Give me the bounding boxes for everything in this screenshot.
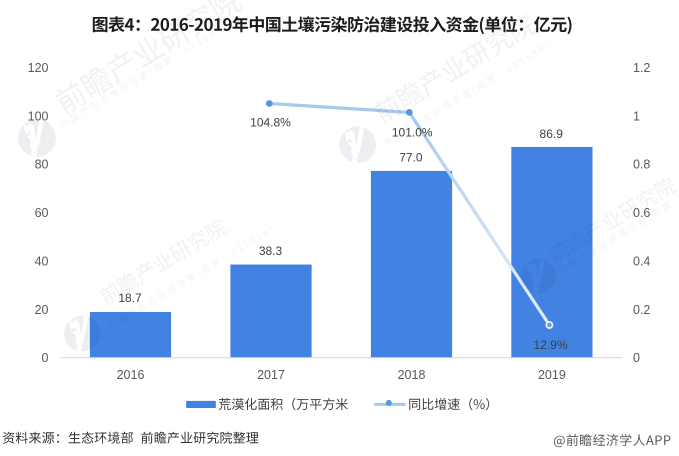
svg-text:18.7: 18.7 xyxy=(118,291,142,305)
svg-text:60: 60 xyxy=(35,206,49,220)
svg-text:80: 80 xyxy=(35,158,49,172)
svg-text:1: 1 xyxy=(633,109,640,123)
svg-text:120: 120 xyxy=(28,61,49,75)
svg-text:101.0%: 101.0% xyxy=(392,126,433,140)
svg-text:104.8%: 104.8% xyxy=(250,116,291,130)
svg-text:2019: 2019 xyxy=(538,368,566,382)
svg-text:1.2: 1.2 xyxy=(633,61,650,75)
svg-text:2016: 2016 xyxy=(117,368,145,382)
svg-text:0: 0 xyxy=(42,351,49,365)
svg-text:12.9%: 12.9% xyxy=(533,338,567,352)
svg-text:38.3: 38.3 xyxy=(259,244,283,258)
svg-text:77.0: 77.0 xyxy=(399,151,423,165)
svg-text:100: 100 xyxy=(28,109,49,123)
svg-text:40: 40 xyxy=(35,254,49,268)
svg-text:2018: 2018 xyxy=(398,368,426,382)
svg-text:0.8: 0.8 xyxy=(633,158,650,172)
svg-text:0.4: 0.4 xyxy=(633,254,650,268)
svg-text:86.9: 86.9 xyxy=(540,127,564,141)
svg-text:0.6: 0.6 xyxy=(633,206,650,220)
svg-text:0: 0 xyxy=(633,351,640,365)
svg-text:2017: 2017 xyxy=(257,368,285,382)
svg-text:20: 20 xyxy=(35,303,49,317)
svg-text:0.2: 0.2 xyxy=(633,303,650,317)
